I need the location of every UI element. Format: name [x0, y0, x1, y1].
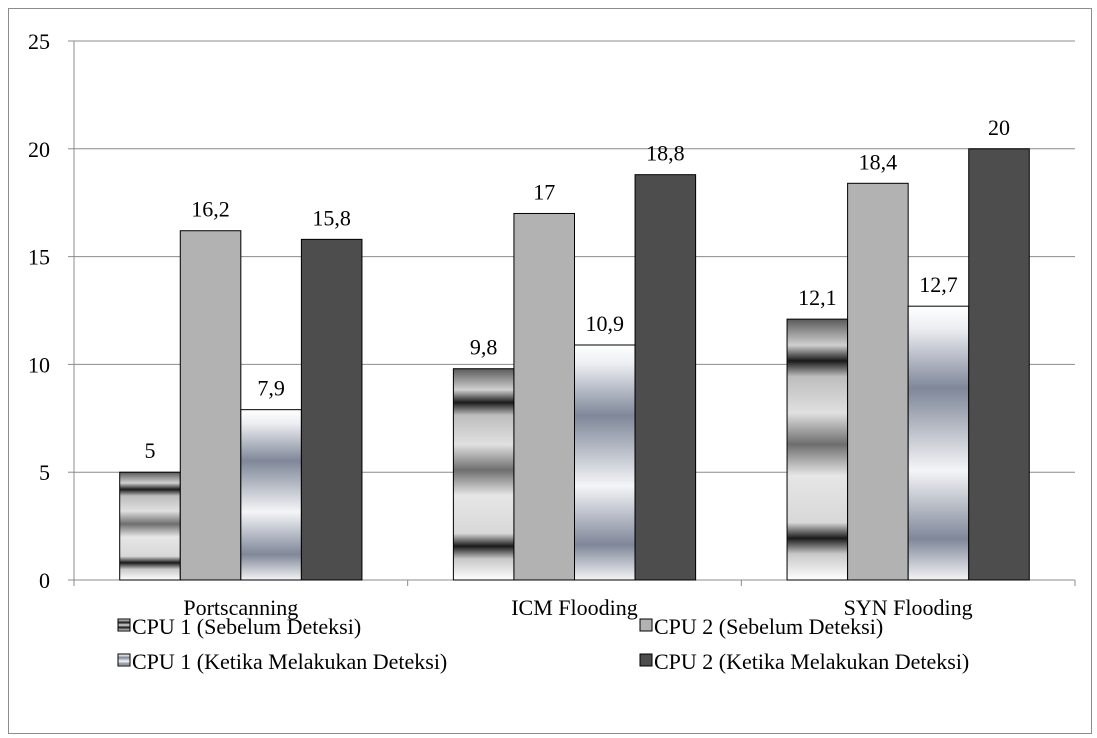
data-label: 17	[533, 179, 555, 204]
bar	[786, 318, 849, 581]
data-labels: 5 16,2 7,9 15,8 9,8 17 10,9 18,8 12,1 18,4 12,7 20	[144, 115, 1010, 463]
legend-swatch	[639, 653, 653, 667]
legend-label: CPU 2 (Sebelum Deteksi)	[654, 614, 883, 639]
bar	[179, 230, 242, 581]
bar	[574, 344, 636, 581]
y-tick-label: 25	[28, 29, 50, 54]
y-tick-label: 0	[39, 568, 50, 593]
y-tick-label: 10	[28, 352, 50, 377]
data-label: 7,9	[257, 376, 285, 401]
legend-label: CPU 1 (Sebelum Deteksi)	[132, 614, 361, 639]
data-label: 5	[144, 438, 155, 463]
bars	[119, 148, 1030, 581]
bar	[513, 212, 576, 581]
bar	[968, 148, 1030, 581]
legend-label: CPU 1 (Ketika Melakukan Deteksi)	[132, 649, 447, 674]
data-label: 20	[988, 115, 1010, 140]
bar	[634, 174, 697, 581]
data-label: 16,2	[191, 197, 230, 222]
x-tick-label: SYN Flooding	[844, 595, 973, 620]
y-tick-label: 5	[39, 460, 50, 485]
data-label: 12,7	[919, 272, 958, 297]
data-label: 9,8	[470, 335, 498, 360]
data-label: 12,1	[798, 285, 837, 310]
bar	[240, 409, 302, 581]
legend-label: CPU 2 (Ketika Melakukan Deteksi)	[654, 649, 969, 674]
y-axis-ticks: 0 5 10 15 20 25	[28, 29, 50, 593]
legend-swatch	[117, 653, 131, 667]
x-tick-label: Portscanning	[183, 595, 298, 620]
y-tick-label: 15	[28, 245, 50, 270]
data-label: 18,8	[646, 141, 685, 166]
data-label: 10,9	[586, 311, 625, 336]
x-tick-label: ICM Flooding	[511, 595, 638, 620]
x-axis-ticks: Portscanning ICM Flooding SYN Flooding	[183, 595, 972, 620]
legend-swatch	[117, 618, 131, 632]
bar	[452, 368, 515, 581]
y-tick-label: 20	[28, 137, 50, 162]
legend: CPU 1 (Sebelum Deteksi) CPU 2 (Sebelum De…	[117, 614, 969, 674]
bar	[119, 471, 181, 581]
bar	[907, 305, 970, 581]
legend-swatch	[639, 618, 653, 632]
bar	[847, 182, 909, 581]
data-label: 15,8	[312, 205, 351, 230]
bar	[300, 238, 363, 581]
data-label: 18,4	[859, 149, 898, 174]
